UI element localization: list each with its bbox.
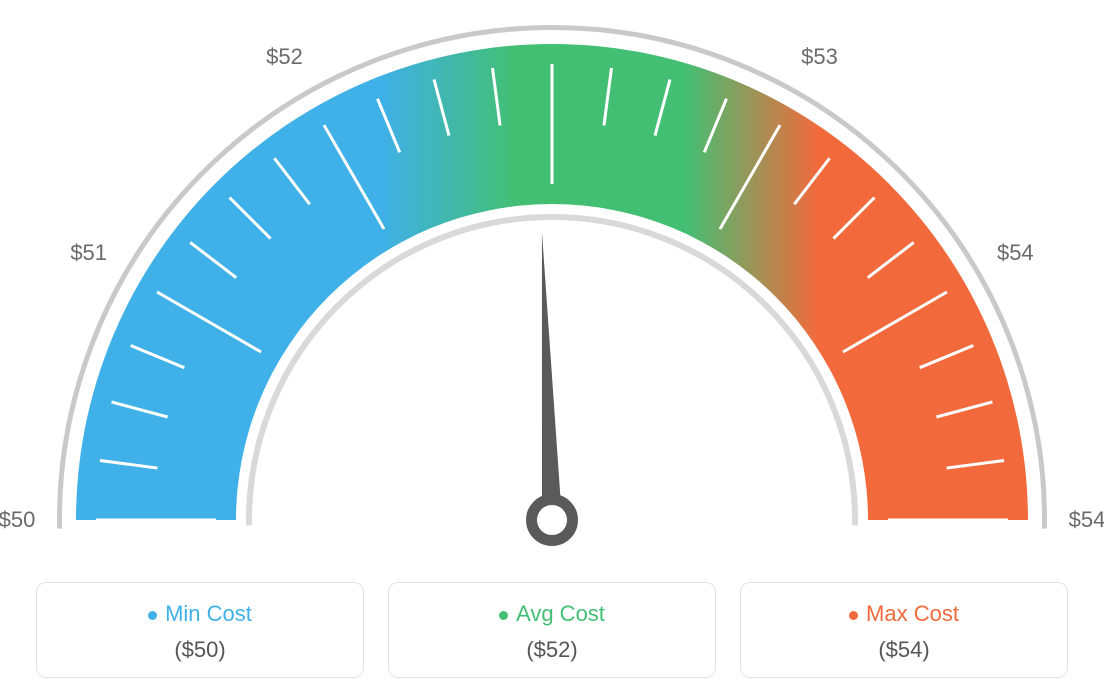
- gauge-svg: [0, 0, 1104, 560]
- gauge-scale-label: $50: [0, 507, 35, 533]
- legend-min-box: Min Cost ($50): [36, 582, 364, 678]
- legend-avg-box: Avg Cost ($52): [388, 582, 716, 678]
- legend-max-label: Max Cost: [866, 601, 959, 626]
- legend-max-box: Max Cost ($54): [740, 582, 1068, 678]
- gauge-chart: $50$51$52$52$53$54$54: [0, 0, 1104, 560]
- legend-avg-amount: ($52): [399, 637, 705, 663]
- legend-row: Min Cost ($50) Avg Cost ($52) Max Cost (…: [0, 582, 1104, 678]
- legend-max-title: Max Cost: [751, 601, 1057, 627]
- gauge-scale-label: $54: [1069, 507, 1104, 533]
- legend-max-amount: ($54): [751, 637, 1057, 663]
- gauge-needle: [532, 232, 573, 540]
- gauge-scale-label: $52: [266, 44, 303, 70]
- legend-avg-label: Avg Cost: [516, 601, 605, 626]
- legend-min-amount: ($50): [47, 637, 353, 663]
- legend-avg-title: Avg Cost: [399, 601, 705, 627]
- gauge-scale-label: $54: [997, 240, 1034, 266]
- legend-min-label: Min Cost: [165, 601, 252, 626]
- gauge-scale-label: $51: [70, 240, 107, 266]
- legend-min-title: Min Cost: [47, 601, 353, 627]
- dot-icon: [849, 611, 858, 620]
- dot-icon: [499, 611, 508, 620]
- gauge-scale-label: $53: [801, 44, 838, 70]
- dot-icon: [148, 611, 157, 620]
